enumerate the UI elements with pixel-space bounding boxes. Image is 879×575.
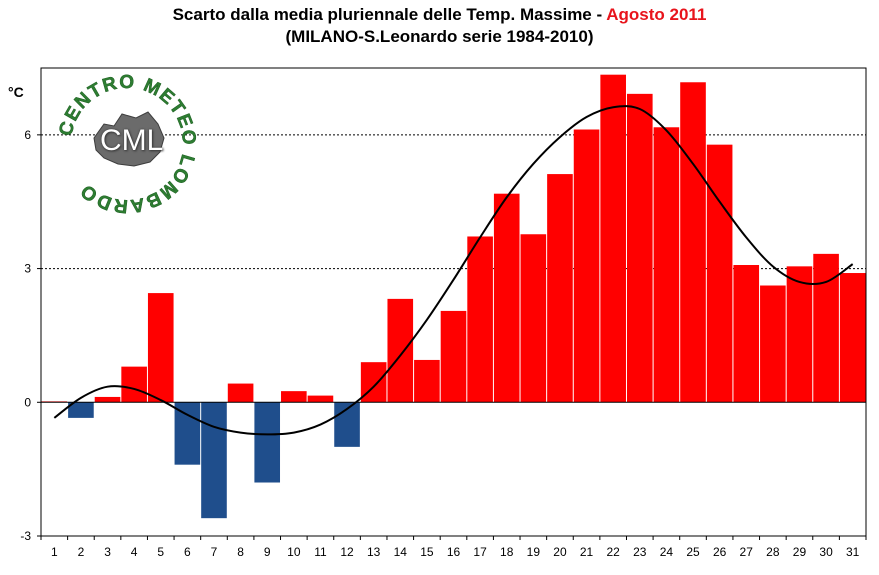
x-tick-label-7: 7 (211, 545, 218, 559)
x-axis-ticks: 1 2 3 4 5 6 7 8 9 10 11 12 13 14 15 16 17 18 19 20 21 22 23 24 2… (40, 536, 867, 559)
x-tick-label-14: 14 (394, 545, 408, 559)
chart-subtitle: (MILANO-S.Leonardo serie 1984-2010) (285, 27, 594, 46)
x-tick-label-6: 6 (184, 545, 191, 559)
y-tick-label-6: 6 (24, 128, 31, 142)
bar-day-23 (626, 93, 653, 403)
y-axis-ticks: -3 0 3 6 (20, 128, 41, 543)
bar-day-10 (281, 391, 307, 403)
x-tick-label-2: 2 (78, 545, 85, 559)
gridlines (41, 134, 866, 270)
x-tick-label-3: 3 (104, 545, 111, 559)
bar-day-2 (68, 402, 94, 418)
x-tick-label-11: 11 (314, 545, 327, 559)
chart-title-block: Scarto dalla media pluriennale delle Tem… (0, 4, 879, 48)
x-tick-label-18: 18 (500, 545, 514, 559)
x-tick-label-28: 28 (766, 545, 780, 559)
x-tick-label-16: 16 (447, 545, 461, 559)
x-tick-label-8: 8 (237, 545, 244, 559)
x-tick-label-22: 22 (606, 545, 620, 559)
x-tick-label-10: 10 (287, 545, 301, 559)
bar-day-18 (493, 193, 520, 403)
bar-day-19 (520, 234, 547, 403)
y-tick-label--3: -3 (20, 529, 31, 543)
bar-day-26 (706, 144, 733, 403)
bar-day-24 (653, 127, 680, 403)
x-tick-label-30: 30 (819, 545, 833, 559)
x-tick-label-27: 27 (740, 545, 754, 559)
bar-day-28 (760, 285, 786, 403)
bar-day-11 (307, 395, 334, 403)
x-tick-label-29: 29 (793, 545, 807, 559)
x-tick-label-21: 21 (580, 545, 594, 559)
bar-day-17 (467, 236, 493, 403)
bar-day-5 (147, 293, 174, 403)
logo-center-text: CML (100, 124, 164, 157)
x-tick-label-17: 17 (473, 545, 487, 559)
bar-day-15 (414, 359, 440, 403)
x-tick-label-20: 20 (553, 545, 567, 559)
chart-title: Scarto dalla media pluriennale delle Tem… (0, 4, 879, 26)
bar-day-8 (227, 383, 254, 403)
bar-day-14 (387, 298, 414, 403)
bar-day-25 (680, 82, 706, 403)
trend-line (53, 105, 854, 436)
bar-day-22 (600, 74, 626, 403)
bar-day-9 (254, 402, 281, 483)
bar-day-20 (547, 174, 573, 403)
centro-meteo-lombardo-logo: CENTRO METEO LOMBARDO CML (52, 66, 202, 222)
bars (41, 74, 866, 519)
x-tick-label-13: 13 (367, 545, 381, 559)
x-tick-label-9: 9 (264, 545, 271, 559)
bar-day-16 (440, 310, 467, 403)
bar-day-7 (201, 402, 227, 519)
y-tick-label-3: 3 (24, 262, 31, 276)
lombardy-region-shape (93, 111, 165, 167)
x-tick-label-12: 12 (340, 545, 354, 559)
y-axis-unit-label: °C (8, 84, 24, 100)
chart-title-main: Scarto dalla media pluriennale delle Tem… (172, 5, 607, 24)
x-tick-label-5: 5 (157, 545, 164, 559)
logo-ring-svg: CENTRO METEO LOMBARDO (55, 72, 198, 217)
chart-title-accent: Agosto 2011 (606, 5, 707, 24)
x-tick-label-1: 1 (51, 545, 58, 559)
x-tick-label-26: 26 (713, 545, 727, 559)
bar-day-4 (121, 366, 147, 403)
x-tick-label-23: 23 (633, 545, 647, 559)
bar-day-27 (733, 265, 760, 403)
bar-day-31 (839, 273, 866, 403)
x-tick-label-15: 15 (420, 545, 434, 559)
x-tick-label-25: 25 (686, 545, 700, 559)
bar-day-29 (786, 266, 813, 403)
x-tick-label-31: 31 (846, 545, 860, 559)
y-tick-label-0: 0 (24, 395, 31, 409)
bar-day-3 (94, 396, 121, 403)
bar-day-21 (573, 129, 600, 403)
x-tick-label-24: 24 (660, 545, 674, 559)
x-tick-label-19: 19 (527, 545, 541, 559)
x-tick-label-4: 4 (131, 545, 138, 559)
bar-day-6 (174, 402, 201, 465)
